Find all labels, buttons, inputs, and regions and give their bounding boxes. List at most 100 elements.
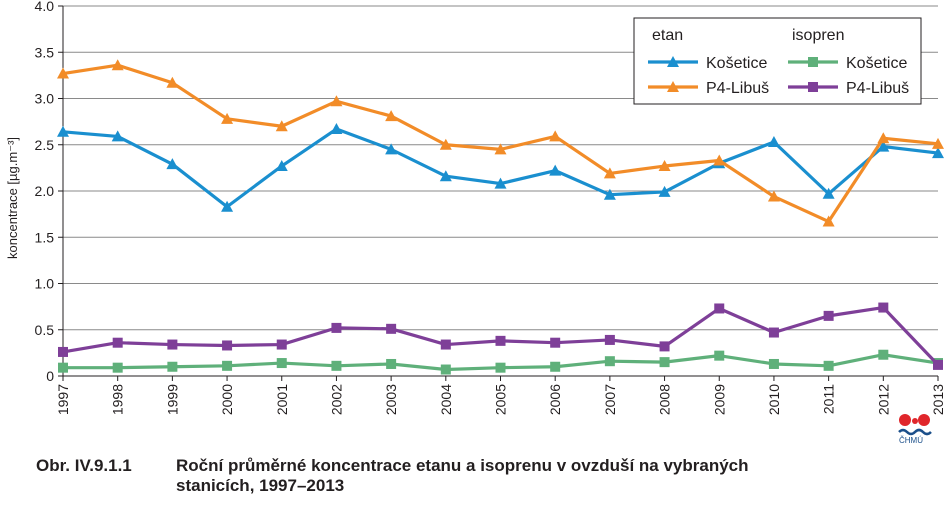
legend-item: Košetice <box>788 55 907 72</box>
logo-dot-center <box>912 418 918 424</box>
legend-marker <box>808 57 818 67</box>
data-point <box>221 200 234 212</box>
x-axis: 1997 1998 1999 2000 2001 2002 2003 2004 2005 2006… <box>55 375 944 415</box>
data-point <box>550 337 561 348</box>
data-point <box>386 323 397 334</box>
y-tick-label: 4.0 <box>35 0 55 14</box>
data-point <box>658 160 671 172</box>
data-point <box>385 110 398 122</box>
y-tick-label: 0.5 <box>35 322 55 338</box>
x-tick-label: 1999 <box>164 384 180 415</box>
data-point <box>167 339 178 350</box>
series-line <box>62 127 939 209</box>
data-point <box>57 125 69 137</box>
y-tick-label: 2.5 <box>35 137 55 153</box>
data-point <box>276 358 287 369</box>
legend: etanKošeticeP4-LibušisoprenKošeticeP4-Li… <box>633 17 922 105</box>
x-tick-label: 2005 <box>493 384 509 415</box>
legend-item: Košetice <box>648 55 767 72</box>
data-point <box>385 143 398 155</box>
data-point <box>659 357 670 368</box>
y-tick-label: 0 <box>46 368 54 384</box>
y-axis-label: koncentrace [µg.m⁻³] <box>5 137 20 259</box>
caption-line-1: Roční průměrné koncentrace etanu a isopr… <box>176 456 749 475</box>
legend-group-title: etan <box>652 27 683 44</box>
data-point <box>440 339 451 350</box>
data-point <box>330 95 343 107</box>
data-point <box>604 356 615 367</box>
legend-label: P4-Libuš <box>706 80 769 97</box>
x-tick-label: 2011 <box>821 384 837 414</box>
legend-item: P4-Libuš <box>788 80 909 97</box>
x-tick-label: 2010 <box>766 384 782 415</box>
data-point <box>714 350 725 361</box>
legend-label: P4-Libuš <box>846 80 909 97</box>
data-point <box>603 167 616 179</box>
x-tick-label: 2001 <box>274 384 290 415</box>
x-tick-label: 2007 <box>602 384 618 415</box>
data-point <box>440 364 451 375</box>
series-etan-1 <box>57 59 944 227</box>
data-point <box>549 164 562 176</box>
x-tick-label: 2006 <box>547 384 563 415</box>
data-point <box>276 339 287 350</box>
y-tick-label: 3.5 <box>35 44 55 60</box>
data-point <box>932 137 944 149</box>
logo-dot-left <box>899 414 911 426</box>
data-point <box>57 67 69 79</box>
data-point <box>823 310 834 321</box>
legend-marker <box>667 56 679 67</box>
data-point <box>714 303 725 314</box>
data-point <box>933 359 943 370</box>
x-tick-label: 2012 <box>875 384 891 415</box>
data-point <box>166 76 179 88</box>
data-point <box>111 130 124 142</box>
data-point <box>822 187 835 199</box>
data-point <box>275 120 288 132</box>
y-tick-label: 1.0 <box>35 276 55 292</box>
legend-label: Košetice <box>846 55 907 72</box>
data-point <box>167 361 178 372</box>
x-tick-label: 2009 <box>711 384 727 415</box>
data-point <box>331 322 342 333</box>
data-point <box>549 130 562 142</box>
data-point <box>330 123 343 135</box>
data-point <box>768 358 779 369</box>
logo-dot-right <box>918 414 930 426</box>
data-point <box>495 362 506 373</box>
caption-number: Obr. IV.9.1.1 <box>36 456 132 475</box>
data-point <box>659 341 670 352</box>
x-tick-label: 2004 <box>438 384 454 415</box>
data-point <box>603 188 616 200</box>
data-point <box>494 143 507 155</box>
data-point <box>713 154 726 166</box>
legend-marker <box>808 82 818 92</box>
data-point <box>58 362 68 373</box>
data-point <box>495 335 506 346</box>
data-point <box>386 358 397 369</box>
x-tick-label: 2003 <box>383 384 399 415</box>
x-tick-label: 2013 <box>930 384 944 415</box>
legend-marker <box>667 81 679 92</box>
series-group <box>57 59 944 375</box>
data-point <box>111 59 124 71</box>
legend-item: P4-Libuš <box>648 80 769 97</box>
data-point <box>767 190 780 202</box>
y-axis: 0 0.5 1.0 1.5 2.0 2.5 3.0 3.5 4.0 <box>35 0 64 384</box>
figure-caption: Obr. IV.9.1.1 Roční průměrné koncentrace … <box>36 456 749 496</box>
line-chart: 0 0.5 1.0 1.5 2.0 2.5 3.0 3.5 4.0 1997 1998 1999 20… <box>5 0 944 415</box>
data-point <box>550 361 561 372</box>
data-point <box>222 360 233 371</box>
data-point <box>877 140 890 152</box>
series-isopren-3 <box>58 302 943 370</box>
caption-line-2: stanicích, 1997–2013 <box>176 476 345 495</box>
x-tick-label: 2008 <box>657 384 673 415</box>
data-point <box>275 160 288 172</box>
logo-text: ČHMÚ <box>899 436 923 445</box>
data-point <box>331 360 342 371</box>
data-point <box>822 215 835 227</box>
x-tick-label: 2002 <box>328 384 344 415</box>
x-tick-label: 1997 <box>55 384 71 415</box>
data-point <box>767 135 780 147</box>
data-point <box>768 327 779 338</box>
